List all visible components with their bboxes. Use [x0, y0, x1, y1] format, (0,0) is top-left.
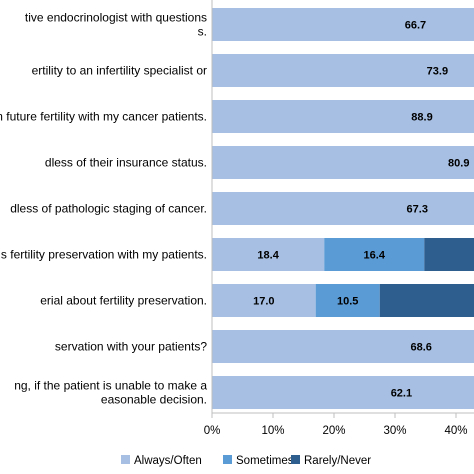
bar-segment [212, 330, 474, 363]
category-label: n future fertility with my cancer patien… [0, 110, 207, 124]
legend-swatch [291, 455, 300, 464]
x-tick-label: 30% [383, 425, 406, 437]
data-label: 73.9 [427, 66, 448, 78]
data-label: 10.5 [337, 296, 358, 308]
category-label: ng, if the patient is unable to make a [14, 379, 207, 393]
data-label: 18.4 [257, 250, 279, 262]
category-label: erial about fertility preservation. [40, 294, 207, 308]
legend-swatch [121, 455, 130, 464]
bar-segment [424, 238, 474, 271]
bar-segment [212, 238, 325, 271]
bar-segment [212, 376, 474, 409]
x-tick-label: 0% [204, 425, 221, 437]
bar-segment [212, 146, 474, 179]
category-label: dless of pathologic staging of cancer. [10, 202, 207, 216]
data-label: 67.3 [407, 204, 428, 216]
bar-segment [212, 54, 474, 87]
data-label: 88.9 [411, 112, 432, 124]
bar-segment [324, 238, 425, 271]
data-label: 16.4 [364, 250, 386, 262]
bar-segment [315, 284, 380, 317]
legend-label: Rarely/Never [304, 455, 371, 467]
category-label: s fertility preservation with my patient… [1, 248, 207, 262]
category-label: easonable decision. [101, 393, 207, 407]
bar-segment [212, 284, 316, 317]
data-label: 17.0 [253, 296, 274, 308]
x-tick-label: 20% [322, 425, 345, 437]
bar-segment [212, 8, 474, 41]
bar-segment [212, 192, 474, 225]
data-label: 68.6 [411, 342, 432, 354]
data-label: 62.1 [391, 388, 412, 400]
legend-label: Sometimes [236, 455, 294, 467]
bars-group: 66.7 73.9 88.9 80.9 67.3 18.4 16.4 17.0 10.5 68.6… [212, 8, 474, 409]
category-label: dless of their insurance status. [45, 156, 207, 170]
category-label: tive endocrinologist with questions [25, 11, 207, 25]
data-label: 80.9 [448, 158, 469, 170]
bar-segment [379, 284, 474, 317]
legend: Always/Often Sometimes Rarely/Never [121, 455, 371, 467]
category-label: ertility to an infertility specialist or [32, 64, 207, 78]
data-label: 66.7 [405, 20, 426, 32]
legend-swatch [223, 455, 232, 464]
legend-label: Always/Often [134, 455, 202, 467]
x-axis-ticks: 0%10%20%30%40%50% [204, 413, 468, 437]
x-tick-label: 10% [261, 425, 284, 437]
bar-segment [212, 100, 474, 133]
x-tick-label: 40% [444, 425, 467, 437]
category-label: servation with your patients? [55, 340, 207, 354]
category-label: s. [198, 25, 207, 39]
